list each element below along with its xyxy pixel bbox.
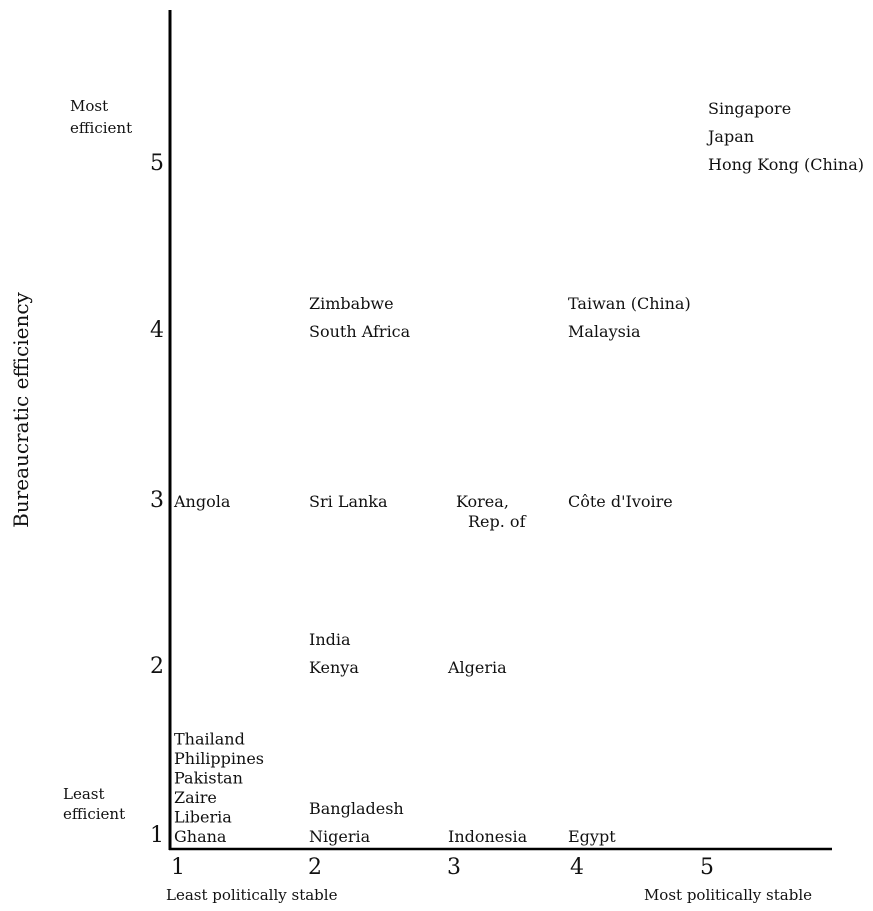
y-tick-label: 4 (150, 318, 164, 343)
point-group: Korea,Rep. of (456, 492, 527, 531)
point-label: Bangladesh (309, 799, 404, 818)
y-tick-label: 1 (150, 823, 164, 848)
point-label: Pakistan (174, 769, 243, 788)
point-label: Taiwan (China) (568, 294, 691, 313)
point-label: Nigeria (309, 827, 371, 846)
point-group: Bangladesh Nigeria (309, 799, 404, 846)
x-tick-label: 3 (447, 855, 461, 880)
point-label: Zaire (174, 788, 217, 807)
point-group: ThailandPhilippinesPakistanZaireLiberiaG… (174, 730, 264, 847)
point-label: Malaysia (568, 322, 641, 341)
point-group: Egypt (568, 827, 616, 846)
point-label: Angola (173, 492, 231, 511)
point-label: Egypt (568, 827, 616, 846)
y-axis-label: Bureaucratic efficiency (9, 291, 33, 527)
x-tick-label: 4 (570, 855, 584, 880)
x-tick-label: 1 (171, 855, 185, 880)
x-tick-label: 5 (700, 855, 714, 880)
point-label: Korea, (456, 492, 509, 511)
point-label: Liberia (174, 808, 232, 827)
point-label: South Africa (309, 322, 411, 341)
point-label: Ghana (174, 827, 227, 846)
point-label: Japan (706, 127, 754, 146)
point-label: Kenya (309, 658, 359, 677)
y-high-label-line2: efficient (70, 119, 132, 137)
point-group: Zimbabwe South Africa (309, 294, 411, 341)
y-tick-label: 3 (150, 488, 164, 513)
point-group: Côte d'Ivoire (568, 492, 673, 511)
point-label: Thailand (174, 730, 245, 749)
point-group: Sri Lanka (309, 492, 388, 511)
y-low-label-line1: Least (63, 785, 105, 803)
x-high-label: Most politically stable (644, 886, 812, 904)
point-label: Zimbabwe (309, 294, 394, 313)
point-group: India Kenya (309, 630, 359, 677)
x-tick-label: 2 (308, 855, 322, 880)
point-group: Angola (173, 492, 231, 511)
y-tick-label: 2 (150, 654, 164, 679)
point-group: Indonesia (448, 827, 528, 846)
point-label: Algeria (447, 658, 507, 677)
point-group: Taiwan (China) Malaysia (568, 294, 691, 341)
point-label: Singapore (708, 99, 791, 118)
y-low-label-line2: efficient (63, 805, 125, 823)
point-label: Indonesia (448, 827, 528, 846)
point-label: Hong Kong (China) (708, 155, 864, 174)
point-label: Côte d'Ivoire (568, 492, 673, 511)
y-high-label-line1: Most (70, 97, 108, 115)
point-label: Rep. of (468, 512, 527, 531)
y-tick-label: 5 (150, 151, 164, 176)
x-low-label: Least politically stable (166, 886, 338, 904)
point-label: India (309, 630, 351, 649)
point-group: Algeria (447, 658, 507, 677)
point-group: Singapore Japan Hong Kong (China) (706, 99, 864, 174)
point-label: Philippines (174, 749, 264, 768)
point-label: Sri Lanka (309, 492, 388, 511)
